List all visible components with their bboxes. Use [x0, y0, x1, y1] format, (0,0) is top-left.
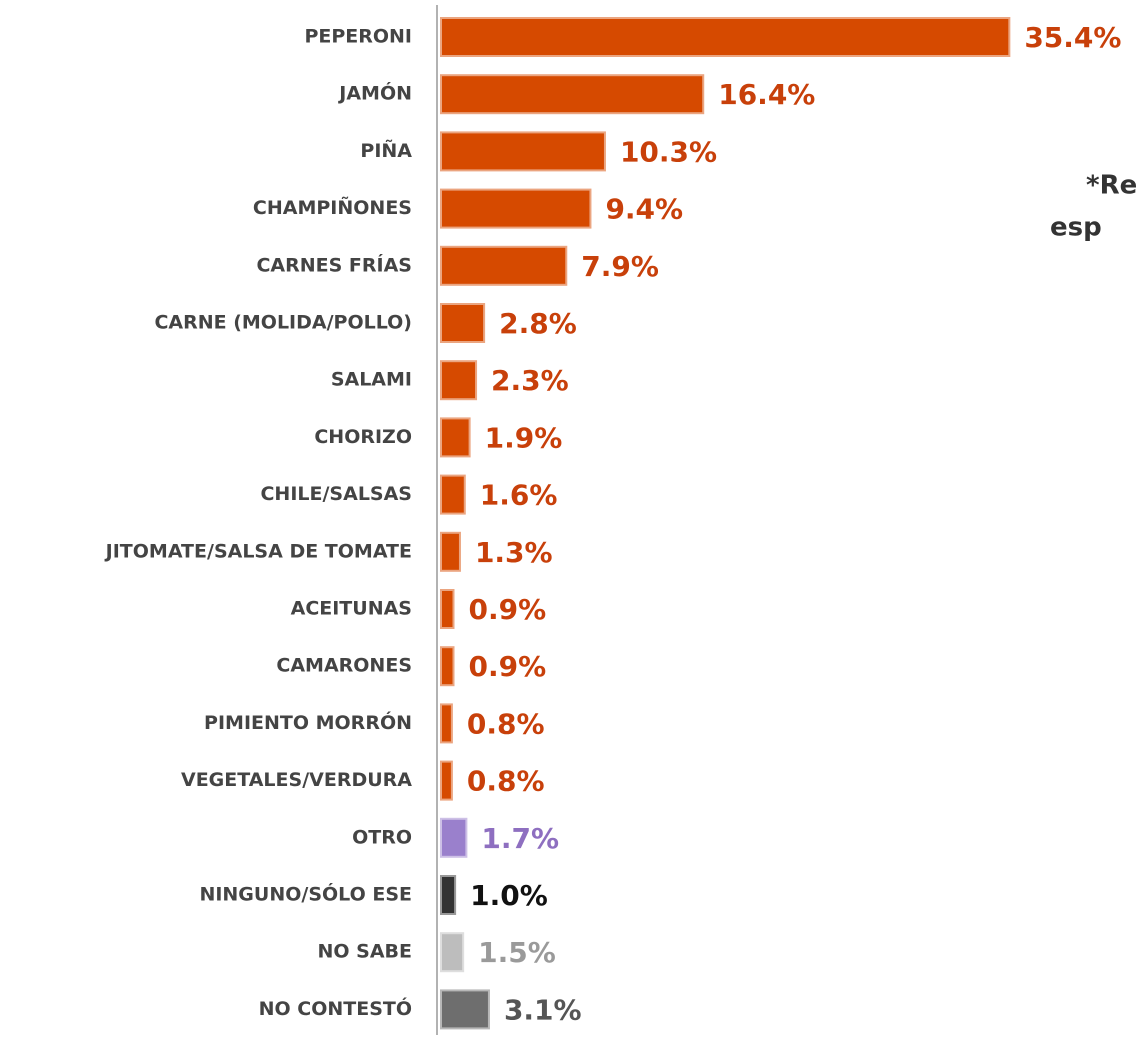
annotation: esp [1050, 213, 1102, 243]
bar [438, 186, 594, 231]
y-tick-label: ACEITUNAS [291, 598, 412, 620]
bar [438, 129, 608, 174]
value-label: 16.4% [718, 78, 815, 111]
y-tick-label: CHAMPIÑONES [253, 195, 412, 219]
annotation: *Re [1086, 171, 1137, 201]
y-tick-label: NO SABE [317, 941, 412, 963]
bar [438, 415, 473, 460]
value-label: 2.3% [491, 364, 569, 397]
y-tick-label: JITOMATE/SALSA DE TOMATE [104, 540, 412, 562]
y-tick-label: CARNE (MOLIDA/POLLO) [154, 312, 412, 334]
y-tick-label: SALAMI [331, 369, 412, 391]
value-label: 1.9% [485, 421, 563, 454]
value-label: 9.4% [605, 193, 683, 226]
y-tick-label: PIMIENTO MORRÓN [204, 710, 412, 734]
value-label: 1.6% [480, 479, 558, 512]
value-label: 2.8% [499, 307, 577, 340]
bar [438, 358, 480, 403]
bar [438, 243, 570, 288]
bar [438, 472, 468, 517]
bar [438, 15, 1013, 59]
bar [438, 301, 488, 345]
value-label: 10.3% [620, 135, 717, 168]
y-tick-label: CARNES FRÍAS [256, 253, 412, 276]
bar [438, 644, 457, 689]
y-tick-label: VEGETALES/VERDURA [181, 769, 412, 791]
value-label: 0.9% [469, 650, 547, 683]
value-label: 0.8% [467, 765, 545, 798]
value-label: 1.3% [475, 536, 553, 569]
value-label: 0.9% [469, 593, 547, 626]
value-label: 3.1% [504, 993, 582, 1026]
value-label: 7.9% [581, 250, 659, 283]
y-tick-label: PEPERONI [304, 26, 412, 48]
value-label: 1.7% [481, 822, 559, 855]
y-tick-label: CHORIZO [314, 426, 412, 448]
value-label: 1.0% [470, 879, 548, 912]
bar [438, 873, 459, 917]
bar [438, 930, 467, 975]
value-label: 0.8% [467, 707, 545, 740]
value-label: 35.4% [1024, 21, 1121, 54]
y-tick-label: NINGUNO/SÓLO ESE [199, 882, 412, 906]
bar [438, 529, 463, 574]
bar [438, 72, 707, 117]
bar [438, 987, 492, 1032]
value-label: 1.5% [478, 936, 556, 969]
bar [438, 701, 455, 746]
bar [438, 587, 457, 631]
bar [438, 758, 455, 803]
y-tick-label: CAMARONES [276, 655, 412, 677]
y-tick-label: NO CONTESTÓ [259, 996, 412, 1020]
y-tick-label: CHILE/SALSAS [260, 483, 412, 505]
y-tick-label: PIÑA [360, 138, 412, 162]
bar [438, 815, 470, 860]
y-tick-label: JAMÓN [337, 81, 412, 105]
y-tick-label: OTRO [352, 826, 412, 848]
